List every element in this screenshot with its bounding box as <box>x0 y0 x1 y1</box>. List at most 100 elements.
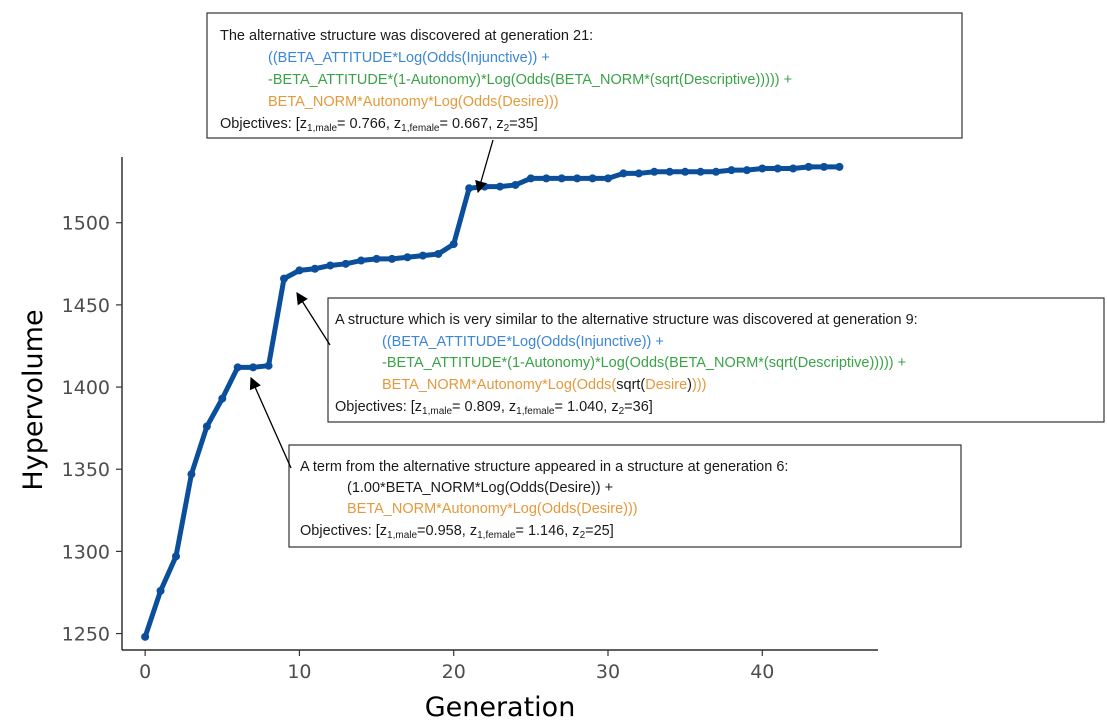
annotation-text-segment: 2 <box>619 406 625 417</box>
series-line <box>142 164 842 640</box>
annotation-text-segment: 1,male <box>387 530 417 541</box>
data-point <box>604 174 612 183</box>
data-point <box>218 394 227 403</box>
data-point <box>758 164 767 173</box>
y-tick-label: 1250 <box>62 624 110 646</box>
axes <box>121 157 878 651</box>
annotation-line: A term from the alternative structure ap… <box>300 459 788 475</box>
data-point <box>403 253 412 262</box>
annotation-line: -BETA_ATTITUDE*(1-Autonomy)*Log(Odds(BET… <box>382 355 906 371</box>
x-axis-title: Generation <box>425 692 576 720</box>
data-point <box>295 266 304 275</box>
data-point <box>742 166 751 175</box>
annotation-text-segment: =36] <box>624 399 653 415</box>
annotation-text-segment: 1,female <box>401 123 440 134</box>
annotation-text-segment: =0.958, z <box>417 523 477 539</box>
data-point <box>372 254 381 263</box>
annotation-text-segment: =25] <box>585 523 614 539</box>
annotation-text-segment: 1,male <box>422 406 452 417</box>
y-tick-label: 1500 <box>62 213 110 235</box>
annotation-text-segment: = 1.146, z <box>515 523 579 539</box>
data-point <box>187 470 196 479</box>
annotation-text-segment: BETA_NORM*Autonomy*Log(Odds( <box>382 377 616 393</box>
y-ticks: 1250 1300 1350 1400 1450 1500 <box>62 213 122 646</box>
data-point <box>341 259 350 268</box>
annotation-box <box>206 12 963 139</box>
annotation-text-segment: ))) <box>692 377 707 393</box>
annotation-text-segment: ((BETA_ATTITUDE*Log(Odds(Injunctive)) + <box>268 50 550 66</box>
data-point <box>665 167 674 176</box>
annotation-text-segment: 1,female <box>477 530 516 541</box>
annotation-text-segment: 2 <box>504 123 510 134</box>
annotation-text-segment: Desire <box>645 377 687 393</box>
annotation-line: BETA_NORM*Autonomy*Log(Odds(sqrt(Desire)… <box>382 377 707 393</box>
data-point <box>804 162 813 171</box>
annotation-line: -BETA_ATTITUDE*(1-Autonomy)*Log(Odds(BET… <box>268 72 792 88</box>
annotation-line: Objectives: [z1,male= 0.809, z1,female= … <box>335 399 653 417</box>
annotation-text-segment: = 0.766, z <box>337 116 401 132</box>
annotation-text-segment: 1,male <box>307 123 337 134</box>
annotation-text-segment: BETA_NORM*Autonomy*Log(Odds(Desire))) <box>268 94 559 110</box>
data-point <box>418 251 427 260</box>
data-point <box>573 174 582 183</box>
annotation-generation-9: A structure which is very similar to the… <box>296 291 1105 423</box>
annotation-line: A structure which is very similar to the… <box>335 312 918 328</box>
annotation-line: ((BETA_ATTITUDE*Log(Odds(Injunctive)) + <box>268 50 550 66</box>
annotation-line: (1.00*BETA_NORM*Log(Odds(Desire)) + <box>347 480 613 496</box>
annotation-line: Objectives: [z1,male=0.958, z1,female= 1… <box>300 523 614 541</box>
y-tick-label: 1350 <box>62 459 110 481</box>
data-point <box>202 422 211 431</box>
x-tick-label: 20 <box>442 661 466 683</box>
data-point <box>773 164 782 173</box>
data-point <box>480 182 489 191</box>
annotation-line: The alternative structure was discovered… <box>220 28 593 44</box>
data-point <box>310 264 319 273</box>
annotation-text-segment: = 0.809, z <box>452 399 516 415</box>
x-ticks: 0 10 20 30 40 <box>139 650 774 683</box>
y-axis-title: Hypervolume <box>18 309 49 490</box>
y-tick-label: 1400 <box>62 377 110 399</box>
data-point <box>511 180 520 189</box>
annotation-text-segment: -BETA_ATTITUDE*(1-Autonomy)*Log(Odds(BET… <box>268 72 792 88</box>
data-point <box>496 182 504 191</box>
annotation-text-segment: ((BETA_ATTITUDE*Log(Odds(Injunctive)) + <box>382 334 664 350</box>
data-point <box>280 274 288 283</box>
annotation-line: BETA_NORM*Autonomy*Log(Odds(Desire))) <box>347 501 638 517</box>
data-point <box>233 363 242 372</box>
data-point <box>619 169 628 178</box>
y-tick-label: 1300 <box>62 541 110 563</box>
annotation-text-segment: -BETA_ATTITUDE*(1-Autonomy)*Log(Odds(BET… <box>382 355 906 371</box>
data-point <box>542 174 551 183</box>
annotation-box <box>327 297 1105 423</box>
y-tick-label: 1450 <box>62 295 110 317</box>
annotation-line: ((BETA_ATTITUDE*Log(Odds(Injunctive)) + <box>382 334 664 350</box>
annotation-text-segment: = 0.667, z <box>440 116 504 132</box>
data-point <box>249 363 258 372</box>
annotation-text-segment: Objectives: [z <box>220 116 307 132</box>
annotation-box <box>288 444 962 548</box>
data-point <box>789 164 798 173</box>
data-point <box>820 162 828 171</box>
data-point <box>712 167 720 176</box>
data-point <box>696 167 705 176</box>
data-point <box>172 552 180 561</box>
annotation-text-segment: The alternative structure was discovered… <box>220 28 593 44</box>
x-tick-label: 0 <box>139 661 151 683</box>
x-tick-label: 40 <box>750 661 774 683</box>
data-point <box>681 167 690 176</box>
data-point <box>634 169 643 178</box>
data-point <box>588 174 597 183</box>
data-point <box>264 361 273 370</box>
x-tick-label: 10 <box>287 661 311 683</box>
annotation-text-segment: Objectives: [z <box>335 399 422 415</box>
data-point <box>557 174 566 183</box>
data-point <box>434 249 443 258</box>
data-point <box>449 240 458 249</box>
annotation-arrow <box>296 291 331 346</box>
series-layer <box>141 162 844 641</box>
annotation-generation-6: A term from the alternative structure ap… <box>249 376 962 548</box>
annotation-text-segment: ) <box>687 377 692 393</box>
annotation-arrow <box>475 139 494 194</box>
annotation-text-segment: Objectives: [z <box>300 523 387 539</box>
